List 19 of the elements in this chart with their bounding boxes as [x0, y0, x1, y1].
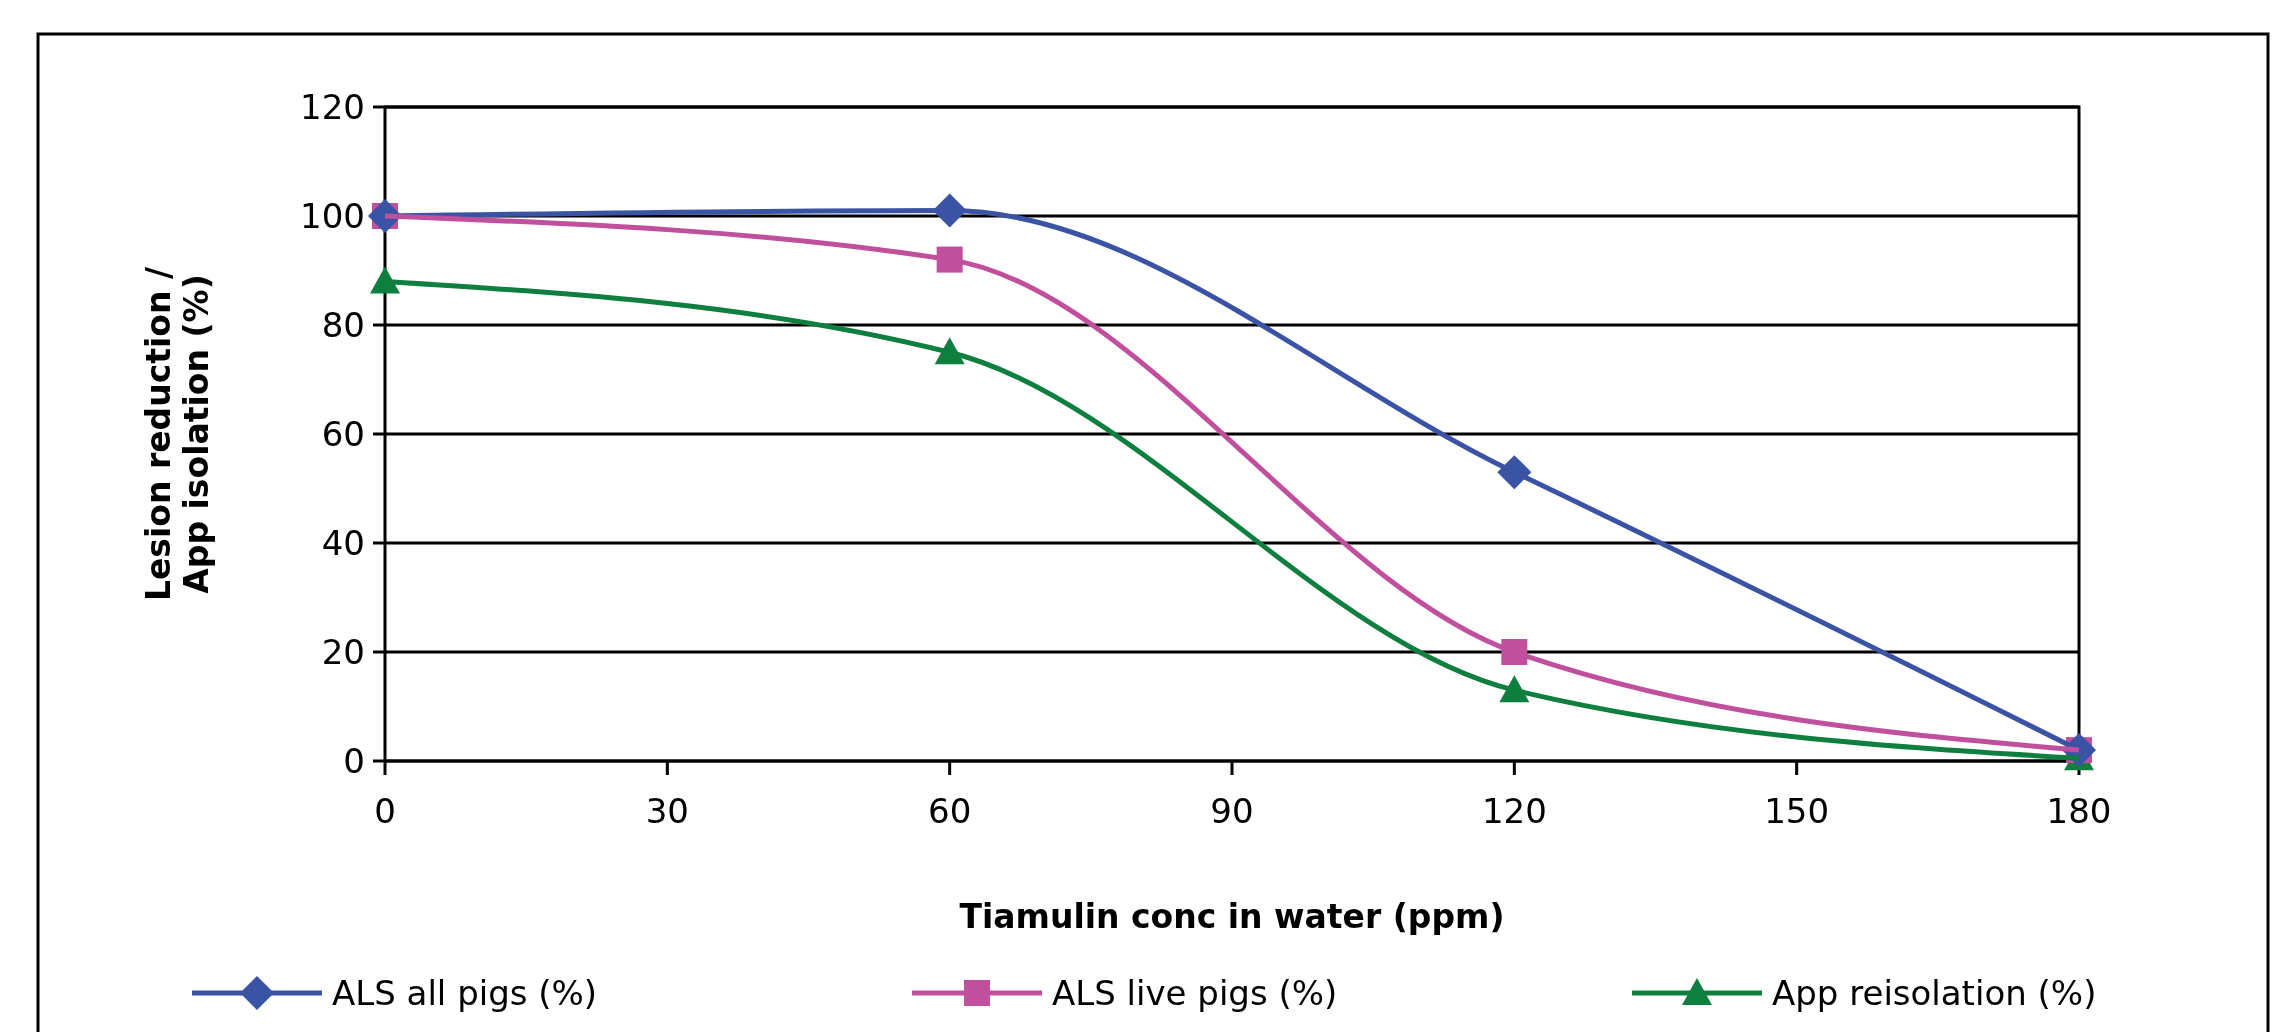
x-axis-title: Tiamulin conc in water (ppm)	[959, 897, 1505, 936]
y-tick-label: 0	[343, 740, 365, 781]
y-axis-title: Lesion reduction / App isolation (%)	[138, 265, 217, 604]
legend-label: ALS live pigs (%)	[1052, 972, 1338, 1013]
y-tick-label: 80	[321, 304, 365, 345]
y-tick-label: 120	[300, 86, 365, 127]
x-tick-label: 30	[645, 791, 689, 831]
y-tick-label: 20	[321, 631, 365, 672]
x-tick-label: 120	[1481, 791, 1547, 831]
y-tick-label: 40	[321, 522, 365, 563]
x-tick-label: 180	[2046, 791, 2112, 831]
x-tick-label: 150	[1764, 791, 1830, 831]
legend-label: App reisolation (%)	[1772, 972, 2097, 1013]
y-tick-label: 100	[300, 195, 365, 236]
x-tick-label: 60	[928, 791, 972, 831]
y-tick-label: 60	[321, 413, 365, 454]
x-tick-label: 0	[374, 791, 396, 831]
x-tick-label: 90	[1210, 791, 1254, 831]
legend-label: ALS all pigs (%)	[332, 972, 598, 1013]
